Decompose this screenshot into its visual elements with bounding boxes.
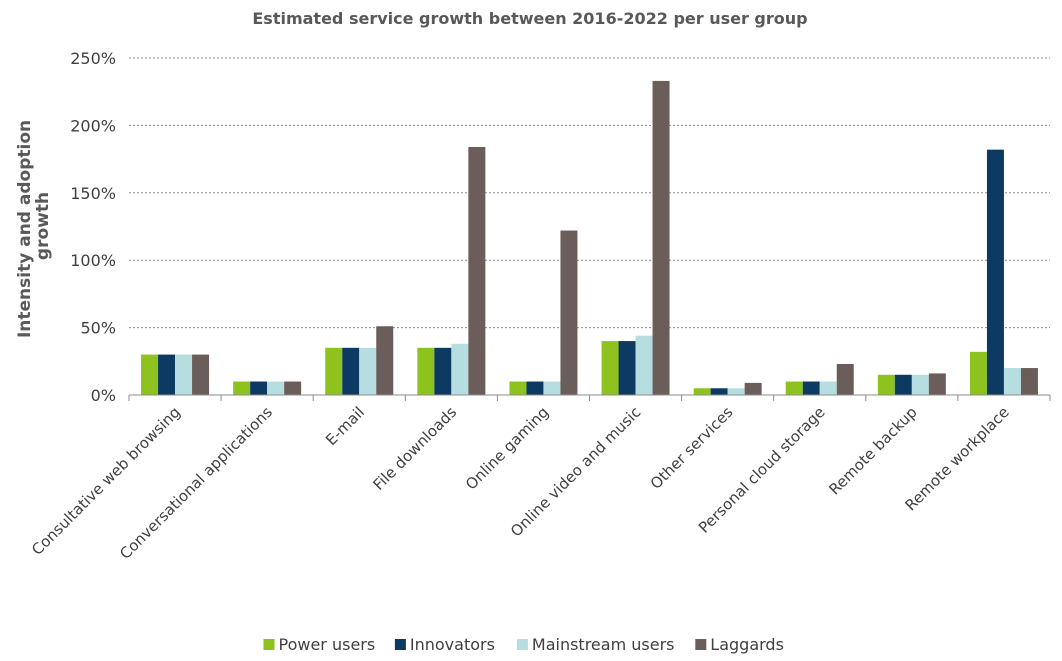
x-tick-labels: Consultative web browsingConversational … (28, 403, 1013, 563)
x-tick-label: Other services (647, 403, 737, 493)
bar (894, 374, 912, 395)
bar (451, 343, 469, 395)
legend-swatch (263, 639, 275, 650)
bar (1020, 368, 1038, 395)
y-axis-label-line-1: Intensity and adoption (15, 120, 35, 338)
legend: Power users Innovators Mainstream users Lag… (263, 635, 784, 654)
bar (877, 374, 895, 395)
y-tick-label: 150% (70, 184, 116, 203)
legend-swatch (394, 639, 406, 650)
bar (969, 351, 987, 395)
bar (560, 230, 578, 395)
bar (417, 347, 435, 395)
bar (727, 388, 745, 395)
bar (526, 381, 544, 395)
x-tick-label: E-mail (322, 403, 368, 449)
x-tick-label: Consultative web browsing (28, 403, 184, 559)
legend-label: Power users (279, 635, 376, 654)
y-axis-label: Intensity and adoption growth (15, 114, 53, 338)
bar (744, 382, 762, 395)
bar (434, 347, 452, 395)
y-tick-labels: 0% 50% 100% 150% 200% 250% (70, 49, 116, 405)
bar (635, 335, 653, 395)
y-tick-label: 200% (70, 116, 116, 135)
y-axis-label-line-2: growth (33, 192, 53, 260)
bar (325, 347, 343, 395)
bar (710, 388, 728, 395)
bar (1003, 368, 1021, 395)
x-tick-label: Remote backup (825, 403, 920, 498)
bar (819, 381, 837, 395)
bar (693, 388, 711, 395)
bar (342, 347, 360, 395)
y-tick-label: 250% (70, 49, 116, 68)
chart-title: Estimated service growth between 2016-20… (252, 9, 807, 28)
bar (284, 381, 302, 395)
bar (785, 381, 803, 395)
x-tick-label: Remote workplace (902, 403, 1013, 514)
bar (175, 354, 193, 395)
x-tick-label: Online gaming (462, 403, 552, 493)
bar (911, 374, 929, 395)
bar (468, 146, 486, 395)
x-tick-label: File downloads (370, 403, 461, 494)
bar (802, 381, 820, 395)
bar (376, 326, 394, 395)
bar (192, 354, 210, 395)
bar (267, 381, 285, 395)
legend-swatch (516, 639, 528, 650)
grid-lines (129, 57, 1050, 329)
y-tick-label: 50% (80, 319, 116, 338)
bar (233, 381, 251, 395)
bar (158, 354, 176, 395)
legend-label: Innovators (410, 635, 495, 654)
bars (128, 80, 1051, 401)
bar (652, 80, 670, 395)
legend-label: Laggards (710, 635, 784, 654)
bar (359, 347, 377, 395)
legend-label: Mainstream users (532, 635, 675, 654)
y-tick-label: 100% (70, 251, 116, 270)
y-tick-label: 0% (91, 386, 116, 405)
x-tick-label: Conversational applications (116, 403, 276, 563)
legend-swatch (695, 639, 707, 650)
bar (986, 149, 1004, 395)
bar (601, 341, 619, 395)
bar (836, 363, 854, 395)
bar (928, 373, 946, 395)
bar (543, 381, 561, 395)
bar (509, 381, 527, 395)
bar (250, 381, 268, 395)
bar (618, 341, 636, 395)
bar (141, 354, 159, 395)
